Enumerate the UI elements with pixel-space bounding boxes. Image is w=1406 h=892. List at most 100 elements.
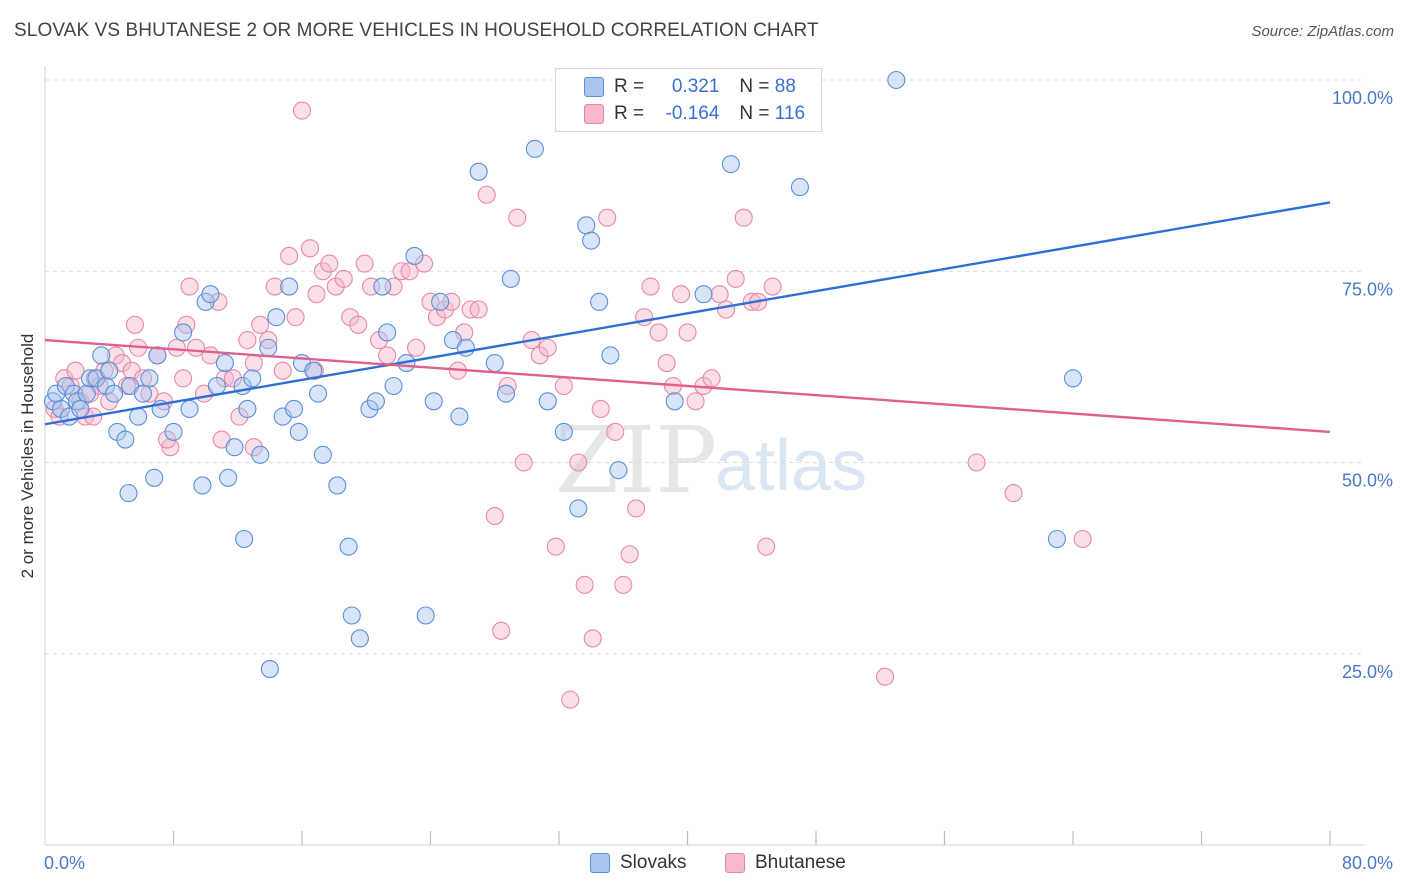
bhutanese-point: [554, 376, 573, 396]
slovaks-point: [424, 392, 443, 411]
bhutanese-point: [238, 331, 257, 350]
bhutanese-point: [614, 575, 633, 594]
bhutanese-point: [672, 285, 691, 304]
slovaks-point: [92, 346, 111, 365]
slovaks-point: [174, 323, 193, 342]
slovaks-point: [485, 353, 504, 373]
slovaks-points: [43, 70, 1083, 679]
bhutanese-point: [469, 300, 488, 319]
slovaks-point: [243, 369, 262, 388]
bhutanese-point: [561, 690, 580, 709]
bhutanese-point: [726, 269, 745, 288]
bhutanese-point: [591, 399, 610, 419]
bhutanese-point: [406, 338, 426, 357]
legend-row-bhutanese: R = -0.164 N = 116: [556, 101, 805, 127]
legend-item-bhutanese[interactable]: Bhutanese: [725, 852, 846, 874]
bhutanese-point: [538, 338, 557, 357]
bhutanese-point: [265, 277, 284, 296]
x-tick-label: 80.0%: [1342, 853, 1393, 873]
y-tick-label: 25.0%: [1342, 662, 1393, 682]
slovaks-point: [1047, 529, 1066, 549]
slovaks-point: [350, 629, 369, 648]
bhutanese-point: [657, 353, 676, 373]
slovaks-point: [280, 277, 299, 296]
slovaks-point: [148, 346, 167, 365]
slovaks-point: [609, 461, 628, 480]
slovaks-point: [215, 353, 234, 373]
gridlines: [45, 79, 1365, 655]
bhutanese-point: [280, 246, 299, 265]
source-label: Source: ZipAtlas.com: [1251, 23, 1394, 40]
bhutanese-point: [174, 369, 193, 388]
slovaks-point: [450, 407, 469, 426]
bhutanese-point: [349, 315, 368, 334]
bhutanese-point: [378, 346, 397, 365]
legend-item-slovaks[interactable]: Slovaks: [590, 852, 687, 874]
bhutanese-point: [244, 438, 263, 457]
svg-text:ZIP: ZIP: [555, 407, 717, 514]
slovaks-point: [309, 384, 328, 403]
slovaks-point: [235, 529, 254, 549]
bhutanese-point: [355, 254, 374, 273]
slovaks-point: [80, 369, 100, 388]
bhutanese-n-value: 116: [774, 103, 806, 124]
slovaks-point: [721, 155, 740, 174]
tick-labels: 25.0% 50.0% 75.0% 100.0% 0.0% 80.0%: [44, 88, 1393, 873]
bhutanese-point: [606, 422, 625, 441]
bhutanese-point: [763, 277, 782, 296]
bhutanese-point: [334, 269, 353, 288]
bhutanese-point: [757, 537, 776, 556]
slovaks-point: [313, 445, 332, 464]
slovaks-point: [501, 269, 520, 288]
bhutanese-point: [649, 323, 668, 342]
slovaks-point: [180, 399, 199, 419]
slovaks-point: [538, 392, 557, 411]
bhutanese-point: [678, 323, 697, 342]
bhutanese-r-value: -0.164: [665, 103, 720, 124]
bhutanese-point: [286, 308, 305, 327]
slovaks-point: [251, 445, 270, 464]
slovaks-r-value: 0.321: [671, 76, 720, 97]
bhutanese-legend-label: Bhutanese: [755, 852, 846, 873]
x-tick-label: 0.0%: [44, 853, 85, 873]
bhutanese-point: [300, 239, 320, 258]
r-label: R =: [614, 76, 645, 97]
slovaks-point: [384, 376, 403, 396]
slovaks-point: [164, 422, 183, 441]
bhutanese-point: [140, 384, 159, 403]
svg-text:atlas: atlas: [715, 426, 867, 506]
axes: [44, 66, 1365, 846]
slovaks-point: [267, 308, 286, 327]
bhutanese-point: [598, 208, 617, 227]
trend-lines: [44, 201, 1331, 434]
slovaks-trend-line: [44, 201, 1331, 426]
zipatlas-watermark: ZIP atlas: [555, 407, 867, 514]
slovaks-legend-swatch: [590, 853, 610, 873]
bhutanese-point: [223, 369, 242, 388]
bhutanese-point: [492, 621, 511, 640]
r-label: R =: [614, 103, 645, 124]
bhutanese-point: [620, 545, 639, 564]
bhutanese-point: [415, 254, 434, 273]
bhutanese-point: [180, 277, 199, 296]
bhutanese-point: [1073, 529, 1092, 549]
slovaks-point: [339, 537, 358, 556]
bhutanese-point: [1004, 484, 1023, 503]
bhutanese-point: [66, 361, 85, 380]
bhutanese-point: [485, 506, 504, 526]
slovaks-point: [665, 392, 684, 411]
bhutanese-point: [627, 499, 646, 518]
slovaks-point: [469, 162, 488, 181]
bhutanese-point: [167, 338, 186, 357]
legend-row-slovaks: R = 0.321 N = 88: [556, 74, 796, 100]
bhutanese-point: [477, 185, 496, 204]
slovaks-point: [193, 476, 212, 495]
bhutanese-swatch: [584, 104, 604, 124]
bhutanese-point: [583, 629, 602, 648]
bhutanese-point: [106, 346, 125, 365]
slovaks-point: [601, 346, 620, 365]
slovaks-point: [416, 606, 435, 625]
bhutanese-point: [876, 667, 895, 686]
y-tick-label: 100.0%: [1332, 88, 1393, 108]
bhutanese-point: [508, 208, 527, 227]
